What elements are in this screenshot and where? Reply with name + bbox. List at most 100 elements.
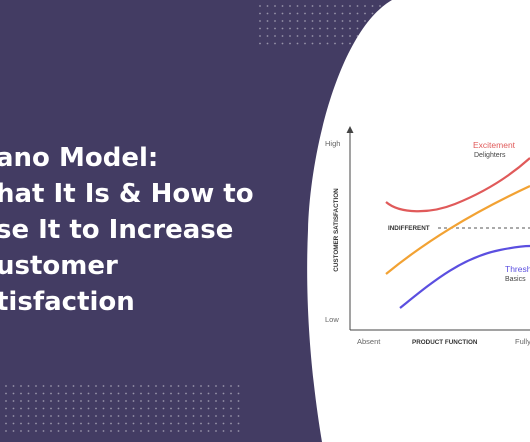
pattern-dot	[95, 400, 97, 402]
pattern-dot	[304, 12, 306, 15]
pattern-dot	[117, 392, 120, 395]
pattern-dot	[117, 415, 120, 417]
pattern-dot	[95, 407, 97, 410]
pattern-dot	[207, 422, 210, 425]
pattern-dot	[132, 415, 135, 417]
pattern-dot	[162, 385, 165, 387]
pattern-dot	[266, 20, 269, 22]
pattern-dot	[147, 415, 150, 417]
pattern-dot	[102, 407, 105, 410]
pattern-dot	[57, 415, 60, 417]
pattern-dot	[117, 430, 120, 432]
pattern-dot	[296, 35, 299, 37]
pattern-dot	[12, 392, 15, 395]
threshold-curve	[399, 244, 530, 309]
pattern-dot	[289, 27, 291, 30]
pattern-dot	[12, 430, 15, 432]
pattern-dot	[230, 400, 232, 402]
pattern-dot	[80, 400, 82, 402]
pattern-dot	[80, 430, 82, 432]
pattern-dot	[364, 5, 366, 7]
pattern-dot	[349, 27, 351, 30]
pattern-dot	[230, 407, 232, 410]
pattern-dot	[132, 392, 135, 395]
pattern-dot	[274, 5, 276, 7]
pattern-dot	[27, 392, 30, 395]
pattern-dot	[72, 407, 75, 410]
pattern-dot	[185, 430, 187, 432]
y-axis-arrow	[346, 126, 354, 133]
pattern-dot	[57, 385, 60, 387]
pattern-dot	[319, 20, 321, 22]
pattern-dot	[215, 422, 217, 425]
pattern-dot	[27, 385, 30, 387]
pattern-dot	[162, 415, 165, 417]
pattern-dot	[65, 400, 67, 402]
pattern-dot	[334, 27, 336, 30]
pattern-dot	[281, 35, 284, 37]
pattern-dot	[266, 27, 269, 30]
pattern-dot	[319, 12, 321, 15]
pattern-dot	[117, 407, 120, 410]
pattern-dot	[155, 407, 157, 410]
pattern-dot	[125, 422, 127, 425]
pattern-dot	[230, 385, 232, 387]
pattern-dot	[274, 27, 276, 30]
pattern-dot	[185, 407, 187, 410]
title-line-2: hat It Is & How to	[0, 179, 254, 209]
pattern-dot	[42, 400, 45, 402]
pattern-dot	[65, 415, 67, 417]
pattern-dot	[110, 422, 112, 425]
pattern-dot	[185, 392, 187, 395]
pattern-dot	[334, 5, 336, 7]
pattern-dot	[50, 422, 52, 425]
pattern-dot	[80, 407, 82, 410]
pattern-dot	[207, 407, 210, 410]
pattern-dot	[274, 12, 276, 15]
pattern-dot	[185, 415, 187, 417]
pattern-dot	[65, 385, 67, 387]
pattern-dot	[334, 35, 336, 37]
title-line-4: ustomer	[0, 251, 118, 281]
pattern-dot	[192, 392, 195, 395]
pattern-dot	[371, 12, 374, 15]
pattern-dot	[27, 430, 30, 432]
delighters-label: Delighters	[474, 152, 506, 159]
pattern-dot	[87, 392, 90, 395]
pattern-dot	[341, 35, 344, 37]
pattern-dot	[5, 415, 7, 417]
pattern-dot	[192, 422, 195, 425]
pattern-dot	[155, 400, 157, 402]
pattern-dot	[102, 415, 105, 417]
pattern-dot	[326, 27, 329, 30]
x-end-label: Fully	[515, 337, 530, 346]
pattern-dot	[259, 42, 261, 45]
pattern-dot	[341, 5, 344, 7]
pattern-dot	[177, 407, 180, 410]
pattern-dot	[147, 407, 150, 410]
pattern-dot	[50, 392, 52, 395]
pattern-dot	[237, 415, 240, 417]
pattern-dot	[274, 20, 276, 22]
pattern-dot	[177, 385, 180, 387]
pattern-dot	[222, 422, 225, 425]
pattern-dot	[140, 430, 142, 432]
pattern-dot	[304, 20, 306, 22]
pattern-dot	[222, 385, 225, 387]
pattern-dot	[349, 20, 351, 22]
pattern-dot	[326, 35, 329, 37]
pattern-dot	[296, 27, 299, 30]
pattern-dot	[50, 385, 52, 387]
pattern-dot	[117, 422, 120, 425]
pattern-dot	[155, 392, 157, 395]
pattern-dot	[155, 385, 157, 387]
pattern-dot	[200, 430, 202, 432]
pattern-dot	[356, 20, 359, 22]
pattern-dot	[162, 392, 165, 395]
pattern-dot	[110, 392, 112, 395]
pattern-dot	[259, 35, 261, 37]
excitement-curve	[385, 157, 530, 213]
pattern-dot	[356, 27, 359, 30]
pattern-dot	[289, 20, 291, 22]
